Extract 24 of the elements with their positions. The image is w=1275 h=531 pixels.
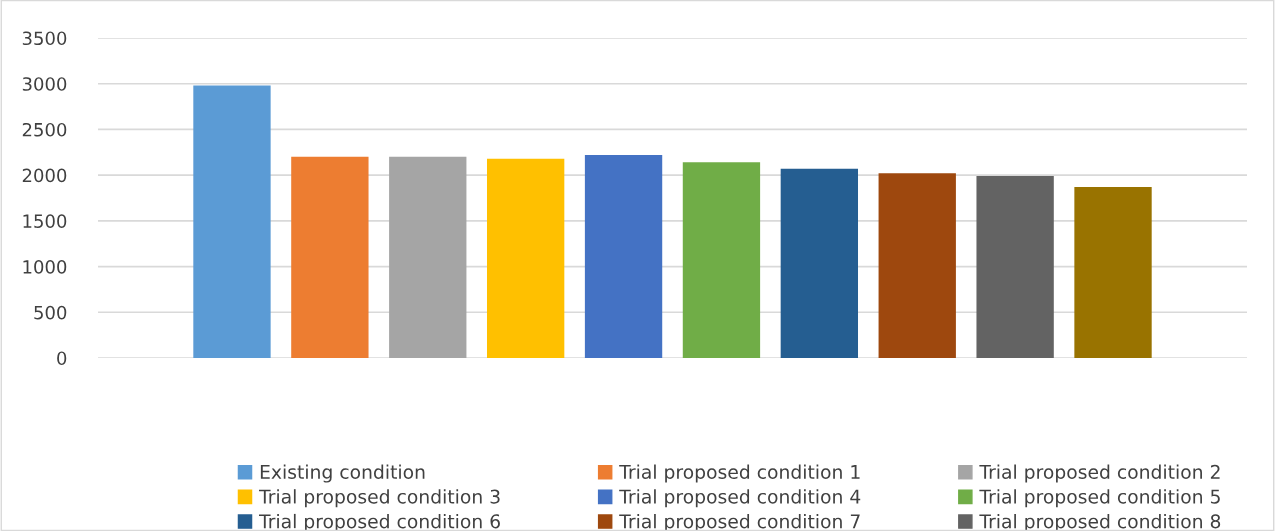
y-tick-label: 2000 [22, 168, 67, 183]
bar [780, 168, 859, 358]
bar [682, 162, 761, 358]
bar [486, 158, 565, 358]
legend-label: Trial proposed condition 3 [259, 489, 500, 508]
bar [389, 156, 467, 358]
bar [193, 85, 271, 358]
bar [976, 176, 1054, 358]
y-tick-label: 0 [57, 351, 67, 366]
y-tick-label: 500 [34, 305, 67, 320]
bar [878, 173, 956, 358]
bar [1074, 187, 1152, 358]
legend-label: Trial proposed condition 4 [619, 489, 861, 508]
legend-label: Trial proposed condition 2 [979, 464, 1220, 483]
y-tick-label: 1500 [23, 214, 67, 228]
y-tick-label: 3500 [22, 31, 67, 46]
bar [584, 155, 663, 358]
legend-label: Trial proposed condition 5 [979, 489, 1220, 508]
y-tick-label: 3000 [22, 77, 67, 91]
legend-label: Existing condition [260, 464, 425, 483]
y-tick-label: 1000 [23, 260, 67, 274]
legend-label: Trial proposed condition 1 [619, 464, 860, 483]
y-tick-label: 2500 [22, 122, 67, 137]
bar [291, 156, 369, 358]
